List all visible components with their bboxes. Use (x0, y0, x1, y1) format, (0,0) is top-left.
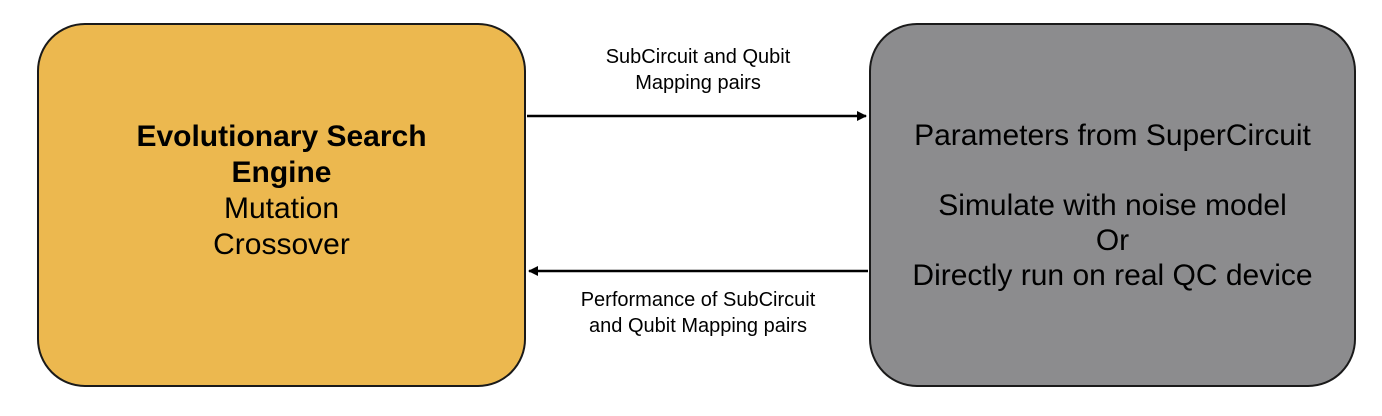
simulate-label: Simulate with noise model (938, 188, 1287, 222)
engine-title-line1: Evolutionary Search (136, 120, 427, 153)
feedback-label-line2: and Qubit Mapping pairs (589, 315, 807, 337)
or-label: Or (1095, 223, 1130, 257)
forward-arrow-label: SubCircuit and Qubit Mapping pairs (528, 44, 868, 96)
mutation-label: Mutation (223, 192, 340, 225)
feedback-arrow-label: Performance of SubCircuit and Qubit Mapp… (528, 287, 868, 339)
crossover-label: Crossover (213, 228, 350, 261)
real-device-label: Directly run on real QC device (912, 258, 1313, 292)
feedback-label-line1: Performance of SubCircuit (580, 289, 816, 311)
parameters-label: Parameters from SuperCircuit (914, 118, 1311, 152)
engine-title-line2: Engine (231, 156, 332, 189)
evolutionary-search-engine-box: Evolutionary Search Engine Mutation Cros… (37, 23, 526, 387)
forward-label-line2: Mapping pairs (635, 72, 761, 94)
evaluation-box: Parameters from SuperCircuit Simulate wi… (869, 23, 1356, 387)
forward-label-line1: SubCircuit and Qubit (605, 46, 791, 68)
